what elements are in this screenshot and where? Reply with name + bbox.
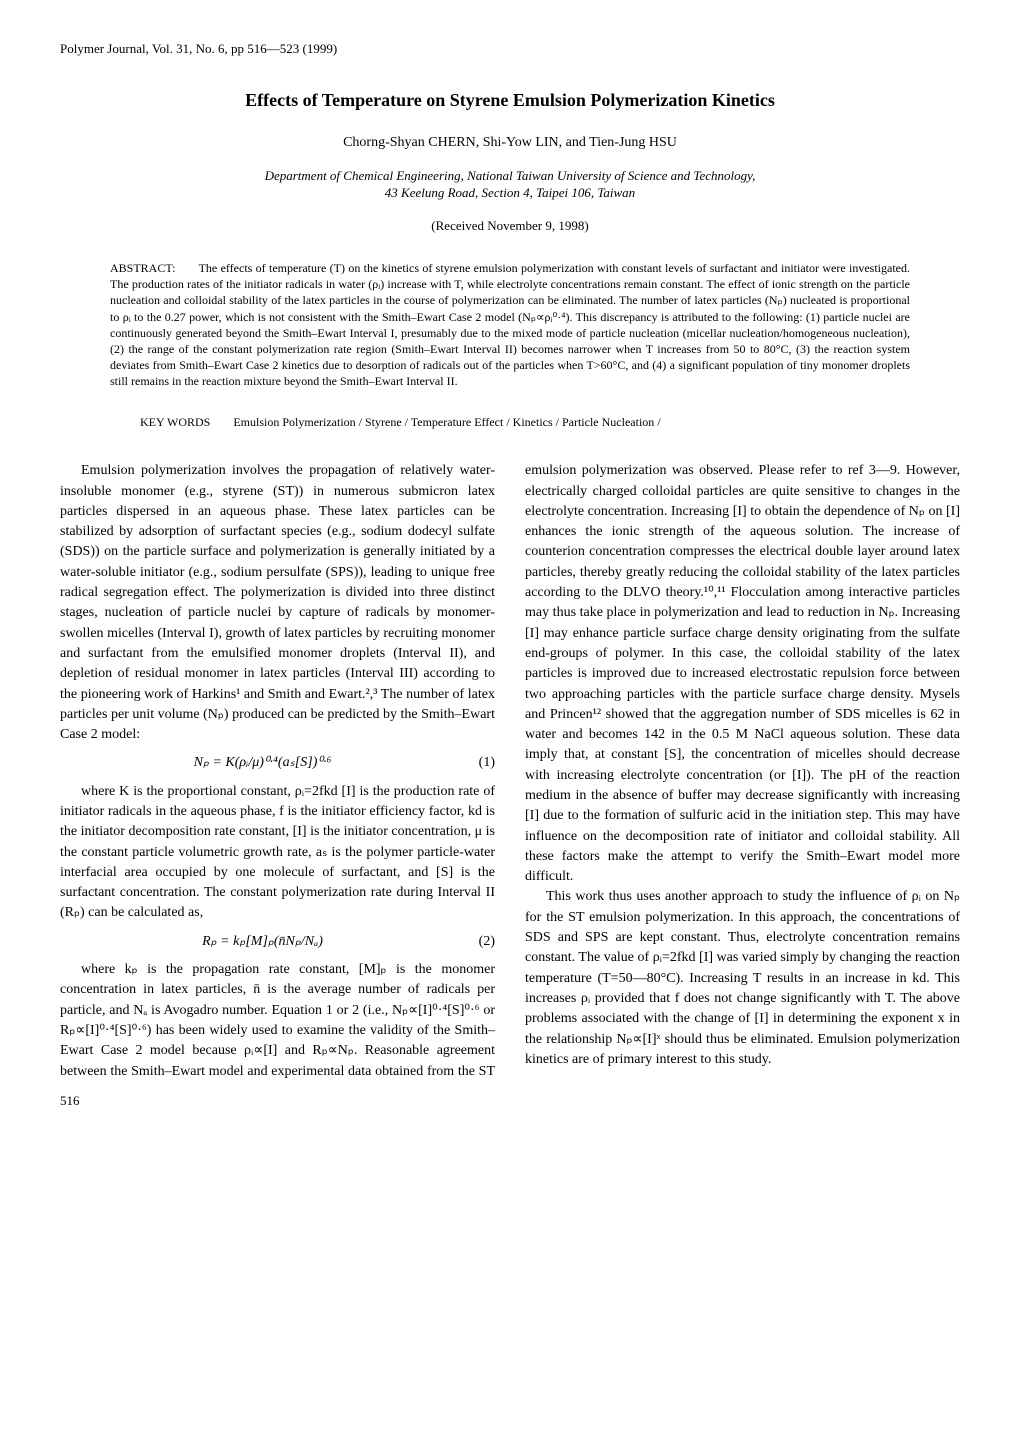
equation-2-number: (2) (465, 932, 495, 952)
affiliation-line-2: 43 Keelung Road, Section 4, Taipei 106, … (385, 185, 635, 200)
paragraph-2: where K is the proportional constant, ρᵢ… (60, 782, 495, 924)
abstract-text: The effects of temperature (T) on the ki… (110, 261, 910, 388)
authors-line: Chorng-Shyan CHERN, Shi-Yow LIN, and Tie… (60, 133, 960, 153)
journal-reference: Polymer Journal, Vol. 31, No. 6, pp 516—… (60, 40, 960, 58)
keywords-label: KEY WORDS (140, 415, 210, 429)
page-number: 516 (60, 1092, 960, 1110)
received-date: (Received November 9, 1998) (60, 217, 960, 235)
affiliation: Department of Chemical Engineering, Nati… (60, 168, 960, 202)
paragraph-4: This work thus uses another approach to … (525, 887, 960, 1070)
equation-1: Nₚ = K(ρᵢ/μ)⁰·⁴(aₛ[S])⁰·⁶ (1) (60, 753, 495, 773)
article-title: Effects of Temperature on Styrene Emulsi… (60, 88, 960, 113)
equation-1-formula: Nₚ = K(ρᵢ/μ)⁰·⁴(aₛ[S])⁰·⁶ (60, 753, 465, 773)
abstract-label: ABSTRACT: (110, 261, 175, 275)
equation-2-formula: Rₚ = kₚ[M]ₚ(n̄Nₚ/Nₐ) (60, 932, 465, 952)
keywords-text: Emulsion Polymerization / Styrene / Temp… (233, 415, 660, 429)
keywords-block: KEY WORDS Emulsion Polymerization / Styr… (140, 414, 910, 431)
equation-2: Rₚ = kₚ[M]ₚ(n̄Nₚ/Nₐ) (2) (60, 932, 495, 952)
equation-1-number: (1) (465, 753, 495, 773)
abstract-block: ABSTRACT: The effects of temperature (T)… (110, 260, 910, 390)
paragraph-1: Emulsion polymerization involves the pro… (60, 461, 495, 745)
body-text: Emulsion polymerization involves the pro… (60, 461, 960, 1082)
affiliation-line-1: Department of Chemical Engineering, Nati… (265, 168, 756, 183)
